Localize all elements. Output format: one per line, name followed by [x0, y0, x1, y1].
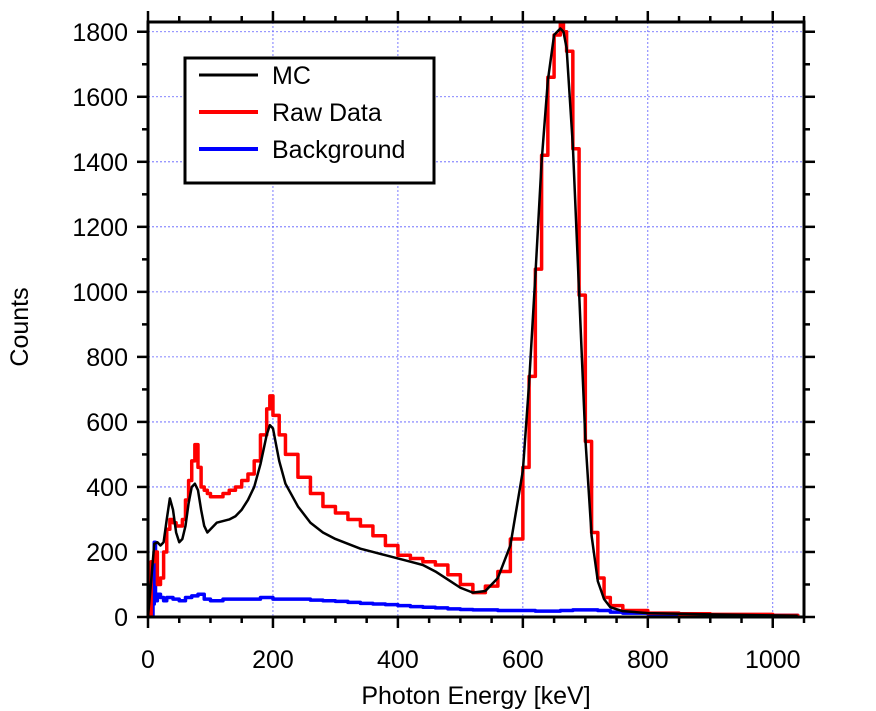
series-line-background	[148, 540, 800, 617]
axis-ticks	[137, 11, 815, 628]
grid-lines	[148, 22, 804, 617]
y-tick-label: 600	[86, 409, 128, 437]
y-axis-title: Counts	[6, 287, 34, 366]
y-tick-label: 1400	[72, 149, 128, 177]
series-line-mc	[148, 27, 798, 617]
y-tick-label: 1200	[72, 214, 128, 242]
legend: MC Raw Data Background	[183, 56, 436, 185]
legend-label: Raw Data	[272, 99, 382, 127]
y-tick-label: 400	[86, 474, 128, 502]
x-tick-label: 200	[252, 646, 294, 674]
x-tick-label: 1000	[745, 646, 801, 674]
y-tick-label: 0	[114, 604, 128, 632]
legend-box	[183, 56, 436, 185]
x-tick-label: 400	[377, 646, 419, 674]
legend-label: Background	[272, 136, 405, 164]
x-tick-label: 0	[141, 646, 155, 674]
legend-label: MC	[272, 62, 311, 90]
x-tick-label: 600	[502, 646, 544, 674]
x-axis-title: Photon Energy [keV]	[361, 682, 590, 710]
y-tick-label: 200	[86, 539, 128, 567]
tick-labels: 0 200 400 600 800 1000 0 200 400 600 800 1000 1200 14…	[72, 19, 800, 674]
y-tick-label: 1000	[72, 279, 128, 307]
series-layer	[148, 22, 800, 617]
plot-frame	[146, 20, 806, 619]
y-tick-label: 1600	[72, 84, 128, 112]
y-tick-label: 800	[86, 344, 128, 372]
x-tick-label: 800	[627, 646, 669, 674]
y-tick-label: 1800	[72, 19, 128, 47]
